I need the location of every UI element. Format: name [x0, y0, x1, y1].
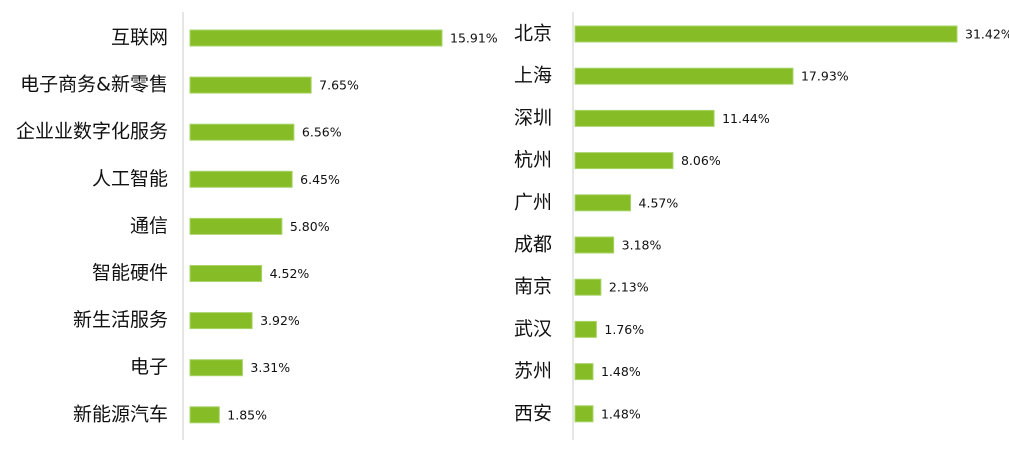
category-label: 电子 [130, 356, 168, 378]
bar [574, 67, 794, 85]
bar [574, 152, 674, 170]
bar [574, 109, 715, 127]
bar [189, 265, 263, 282]
bar [189, 312, 253, 330]
bar [189, 217, 283, 235]
value-label: 1.85% [227, 407, 267, 422]
category-label: 深圳 [514, 107, 552, 129]
category-label: 新能源汽车 [73, 403, 168, 425]
value-label: 11.44% [722, 111, 770, 126]
value-label: 7.65% [319, 78, 359, 93]
value-label: 5.80% [290, 219, 330, 234]
bar [189, 359, 243, 377]
category-label: 武汉 [514, 318, 552, 340]
category-label: 苏州 [514, 360, 552, 382]
category-label: 上海 [514, 65, 552, 87]
bar [574, 278, 602, 296]
bar [574, 236, 615, 254]
value-label: 31.42% [965, 27, 1009, 42]
value-label: 3.18% [622, 238, 662, 253]
category-label: 广州 [514, 191, 552, 213]
bar [189, 76, 312, 94]
value-label: 6.56% [302, 125, 342, 140]
value-label: 1.48% [601, 364, 641, 379]
value-label: 17.93% [801, 69, 849, 84]
category-label: 杭州 [514, 149, 552, 171]
category-label: 互联网 [111, 27, 168, 49]
value-label: 2.13% [609, 280, 649, 295]
bar [189, 406, 220, 424]
bar [574, 405, 594, 423]
category-label: 企业业数字化服务 [16, 121, 168, 143]
category-label: 成都 [514, 234, 552, 256]
value-label: 15.91% [450, 31, 498, 46]
value-label: 8.06% [681, 153, 721, 168]
bar [574, 320, 597, 338]
category-label: 人工智能 [92, 168, 168, 190]
bar [574, 363, 594, 381]
category-label: 新生活服务 [73, 309, 168, 331]
category-label: 北京 [514, 23, 552, 45]
bar [189, 123, 295, 141]
bar [189, 170, 293, 188]
value-label: 4.57% [639, 195, 679, 210]
bar [574, 25, 958, 43]
category-label: 南京 [514, 276, 552, 298]
value-label: 4.52% [270, 266, 310, 281]
value-label: 3.92% [260, 313, 300, 328]
value-label: 3.31% [250, 360, 290, 375]
category-label: 智能硬件 [92, 262, 168, 284]
value-label: 6.45% [300, 172, 340, 187]
value-label: 1.76% [604, 322, 644, 337]
value-label: 1.48% [601, 406, 641, 421]
bar [189, 29, 443, 47]
category-label: 通信 [130, 215, 168, 237]
category-label: 电子商务&新零售 [20, 74, 168, 96]
bar [574, 194, 632, 212]
category-label: 西安 [514, 402, 552, 424]
